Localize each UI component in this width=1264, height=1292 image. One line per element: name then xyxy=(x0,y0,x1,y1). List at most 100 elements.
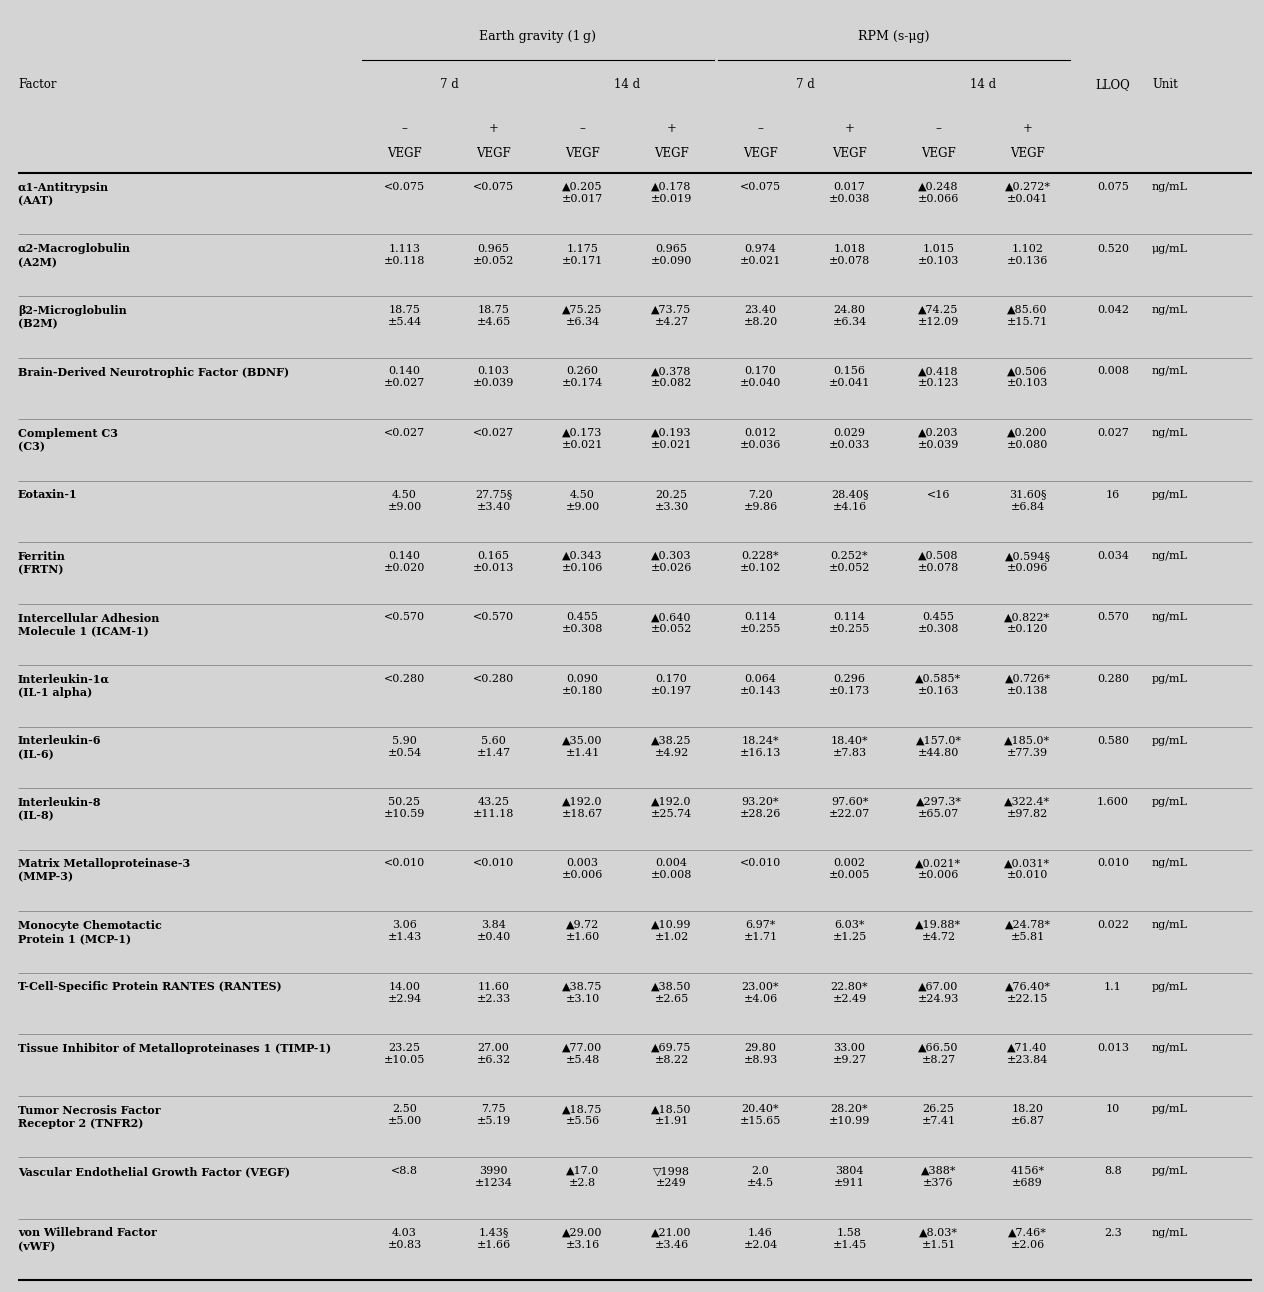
Text: 18.20
±6.87: 18.20 ±6.87 xyxy=(1010,1105,1044,1127)
Text: α2-Macroglobulin
(A2M): α2-Macroglobulin (A2M) xyxy=(18,243,131,267)
Text: ▲0.178
±0.019: ▲0.178 ±0.019 xyxy=(651,182,693,204)
Text: 31.60§
±6.84: 31.60§ ±6.84 xyxy=(1009,490,1047,512)
Text: <0.075: <0.075 xyxy=(739,182,781,193)
Text: pg/mL: pg/mL xyxy=(1152,982,1188,991)
Text: <0.010: <0.010 xyxy=(384,858,425,868)
Text: T-Cell-Specific Protein RANTES (RANTES): T-Cell-Specific Protein RANTES (RANTES) xyxy=(18,982,282,992)
Text: ▲0.594§
±0.096: ▲0.594§ ±0.096 xyxy=(1005,550,1050,572)
Text: 1.46
±2.04: 1.46 ±2.04 xyxy=(743,1227,777,1249)
Text: ▲0.031*
±0.010: ▲0.031* ±0.010 xyxy=(1005,858,1050,881)
Text: 7 d: 7 d xyxy=(795,78,814,90)
Text: Interleukin-1α
(IL-1 alpha): Interleukin-1α (IL-1 alpha) xyxy=(18,674,110,698)
Text: 14.00
±2.94: 14.00 ±2.94 xyxy=(387,982,422,1004)
Text: ▲38.25
±4.92: ▲38.25 ±4.92 xyxy=(651,735,691,757)
Text: 0.114
±0.255: 0.114 ±0.255 xyxy=(739,612,781,634)
Text: 0.296
±0.173: 0.296 ±0.173 xyxy=(829,674,870,696)
Text: Factor: Factor xyxy=(18,78,57,90)
Text: 0.103
±0.039: 0.103 ±0.039 xyxy=(473,367,514,389)
Text: VEGF: VEGF xyxy=(921,147,956,160)
Text: ▲17.0
±2.8: ▲17.0 ±2.8 xyxy=(566,1165,599,1189)
Text: 43.25
±11.18: 43.25 ±11.18 xyxy=(473,797,514,819)
Text: pg/mL: pg/mL xyxy=(1152,490,1188,500)
Text: Interleukin-6
(IL-6): Interleukin-6 (IL-6) xyxy=(18,735,101,760)
Text: 0.140
±0.027: 0.140 ±0.027 xyxy=(384,367,425,389)
Text: ▲76.40*
±22.15: ▲76.40* ±22.15 xyxy=(1005,982,1050,1004)
Text: 23.00*
±4.06: 23.00* ±4.06 xyxy=(742,982,780,1004)
Text: ▲0.585*
±0.163: ▲0.585* ±0.163 xyxy=(915,674,962,696)
Text: ▲185.0*
±77.39: ▲185.0* ±77.39 xyxy=(1005,735,1050,757)
Text: 1.102
±0.136: 1.102 ±0.136 xyxy=(1007,243,1048,265)
Text: 1.113
±0.118: 1.113 ±0.118 xyxy=(384,243,425,265)
Text: μg/mL: μg/mL xyxy=(1152,243,1188,253)
Text: +: + xyxy=(1023,121,1033,134)
Text: 27.75§
±3.40: 27.75§ ±3.40 xyxy=(475,490,512,512)
Text: ng/mL: ng/mL xyxy=(1152,612,1188,623)
Text: α1-Antitrypsin
(AAT): α1-Antitrypsin (AAT) xyxy=(18,182,109,207)
Text: 0.064
±0.143: 0.064 ±0.143 xyxy=(739,674,781,696)
Text: ng/mL: ng/mL xyxy=(1152,367,1188,376)
Text: ▲18.50
±1.91: ▲18.50 ±1.91 xyxy=(651,1105,691,1127)
Text: Vascular Endothelial Growth Factor (VEGF): Vascular Endothelial Growth Factor (VEGF… xyxy=(18,1165,289,1177)
Text: 0.012
±0.036: 0.012 ±0.036 xyxy=(739,428,781,450)
Text: 0.013: 0.013 xyxy=(1097,1043,1129,1053)
Text: 0.165
±0.013: 0.165 ±0.013 xyxy=(473,550,514,572)
Text: <0.075: <0.075 xyxy=(473,182,514,193)
Text: 0.075: 0.075 xyxy=(1097,182,1129,193)
Text: ▲38.75
±3.10: ▲38.75 ±3.10 xyxy=(562,982,603,1004)
Text: 8.8: 8.8 xyxy=(1105,1165,1122,1176)
Text: 28.20*
±10.99: 28.20* ±10.99 xyxy=(829,1105,870,1127)
Text: ▲19.88*
±4.72: ▲19.88* ±4.72 xyxy=(915,920,962,942)
Text: 0.027: 0.027 xyxy=(1097,428,1129,438)
Text: ▲0.506
±0.103: ▲0.506 ±0.103 xyxy=(1007,367,1048,389)
Text: ng/mL: ng/mL xyxy=(1152,858,1188,868)
Text: 23.40
±8.20: 23.40 ±8.20 xyxy=(743,305,777,327)
Text: 33.00
±9.27: 33.00 ±9.27 xyxy=(833,1043,867,1065)
Text: 2.0
±4.5: 2.0 ±4.5 xyxy=(747,1165,774,1189)
Text: 3.84
±0.40: 3.84 ±0.40 xyxy=(477,920,511,942)
Text: 6.03*
±1.25: 6.03* ±1.25 xyxy=(833,920,867,942)
Text: pg/mL: pg/mL xyxy=(1152,674,1188,683)
Text: ▲35.00
±1.41: ▲35.00 ±1.41 xyxy=(562,735,603,757)
Text: 11.60
±2.33: 11.60 ±2.33 xyxy=(477,982,511,1004)
Text: ▲192.0
±18.67: ▲192.0 ±18.67 xyxy=(562,797,603,819)
Text: 0.580: 0.580 xyxy=(1097,735,1129,745)
Text: Complement C3
(C3): Complement C3 (C3) xyxy=(18,428,118,452)
Text: <0.570: <0.570 xyxy=(473,612,514,623)
Text: VEGF: VEGF xyxy=(565,147,600,160)
Text: +: + xyxy=(666,121,676,134)
Text: Eotaxin-1: Eotaxin-1 xyxy=(18,490,77,500)
Text: pg/mL: pg/mL xyxy=(1152,1165,1188,1176)
Text: 7 d: 7 d xyxy=(440,78,459,90)
Text: 0.017
±0.038: 0.017 ±0.038 xyxy=(829,182,870,204)
Text: 1.175
±0.171: 1.175 ±0.171 xyxy=(562,243,603,265)
Text: –: – xyxy=(580,121,585,134)
Text: Tumor Necrosis Factor
Receptor 2 (TNFR2): Tumor Necrosis Factor Receptor 2 (TNFR2) xyxy=(18,1105,161,1129)
Text: 0.965
±0.052: 0.965 ±0.052 xyxy=(473,243,514,265)
Text: ▲192.0
±25.74: ▲192.0 ±25.74 xyxy=(651,797,693,819)
Text: 0.455
±0.308: 0.455 ±0.308 xyxy=(918,612,959,634)
Text: 4156*
±689: 4156* ±689 xyxy=(1010,1165,1044,1189)
Text: 20.25
±3.30: 20.25 ±3.30 xyxy=(655,490,689,512)
Text: +: + xyxy=(489,121,498,134)
Text: 2.50
±5.00: 2.50 ±5.00 xyxy=(387,1105,422,1127)
Text: ▲38.50
±2.65: ▲38.50 ±2.65 xyxy=(651,982,691,1004)
Text: <0.075: <0.075 xyxy=(384,182,425,193)
Text: 23.25
±10.05: 23.25 ±10.05 xyxy=(384,1043,425,1065)
Text: Tissue Inhibitor of Metalloproteinases 1 (TIMP-1): Tissue Inhibitor of Metalloproteinases 1… xyxy=(18,1043,331,1054)
Text: 4.50
±9.00: 4.50 ±9.00 xyxy=(565,490,599,512)
Text: VEGF: VEGF xyxy=(655,147,689,160)
Text: Earth gravity (1 g): Earth gravity (1 g) xyxy=(479,30,597,43)
Text: 18.75
±5.44: 18.75 ±5.44 xyxy=(387,305,422,327)
Text: 28.40§
±4.16: 28.40§ ±4.16 xyxy=(830,490,868,512)
Text: ng/mL: ng/mL xyxy=(1152,920,1188,930)
Text: ▲322.4*
±97.82: ▲322.4* ±97.82 xyxy=(1005,797,1050,819)
Text: ▲21.00
±3.46: ▲21.00 ±3.46 xyxy=(651,1227,691,1249)
Text: <0.280: <0.280 xyxy=(384,674,425,683)
Text: ▲8.03*
±1.51: ▲8.03* ±1.51 xyxy=(919,1227,958,1249)
Text: ng/mL: ng/mL xyxy=(1152,1227,1188,1238)
Text: 97.60*
±22.07: 97.60* ±22.07 xyxy=(829,797,870,819)
Text: ▲9.72
±1.60: ▲9.72 ±1.60 xyxy=(565,920,599,942)
Text: 0.008: 0.008 xyxy=(1097,367,1129,376)
Text: 0.003
±0.006: 0.003 ±0.006 xyxy=(561,858,603,881)
Text: <0.280: <0.280 xyxy=(473,674,514,683)
